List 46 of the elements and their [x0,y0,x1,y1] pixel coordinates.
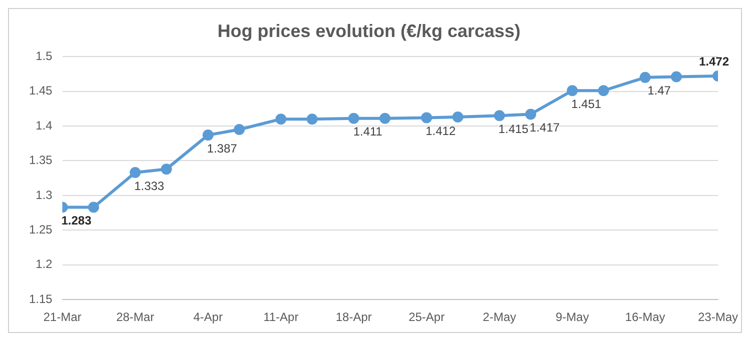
y-tick-label: 1.2 [36,257,53,272]
point [566,85,578,96]
point [130,167,141,178]
data-label: 1.415 [498,122,529,136]
data-label: 1.411 [353,124,383,139]
y-tick-label: 1.4 [36,118,53,132]
y-tick-label: 1.3 [36,188,53,202]
point [202,130,214,141]
data-label: 1.451 [571,96,602,111]
x-tick-label: 9-May [556,310,589,324]
x-tick-label: 18-Apr [336,310,372,324]
point [640,72,651,83]
x-tick-label: 4-Apr [193,310,223,324]
y-tick-label: 1.15 [28,292,53,306]
point [452,112,464,123]
data-label: 1.283 [61,214,92,228]
x-tick-label: 28-Mar [116,310,154,324]
x-tick-label: 2-May [482,310,516,324]
point [306,114,318,125]
chart-title: Hog prices evolution (€/kg carcass) [217,20,521,41]
y-tick-label: 1.5 [36,48,53,63]
y-tick-label: 1.35 [28,153,53,168]
data-label: 1.472 [698,54,730,68]
point [160,164,172,175]
x-tick-label: 23-May [698,310,738,324]
x-tick-label: 21-Mar [43,310,82,324]
y-tick-label: 1.25 [28,222,53,236]
point [525,108,536,120]
y-tick-label: 1.45 [28,84,53,98]
point [234,124,245,135]
point [275,114,286,125]
point [88,202,100,213]
point [348,112,360,124]
x-tick-label: 11-Apr [263,310,298,324]
x-tick-label: 16-May [625,310,666,324]
data-label: 1.387 [207,141,238,156]
point [598,85,610,96]
point [379,112,390,124]
data-label: 1.333 [134,178,165,193]
point [421,112,432,124]
data-label: 1.417 [530,120,560,135]
x-tick-label: 25-Apr [408,310,445,324]
data-label: 1.412 [426,124,456,138]
point [670,71,682,82]
point [494,110,505,122]
data-label: 1.47 [647,84,672,98]
